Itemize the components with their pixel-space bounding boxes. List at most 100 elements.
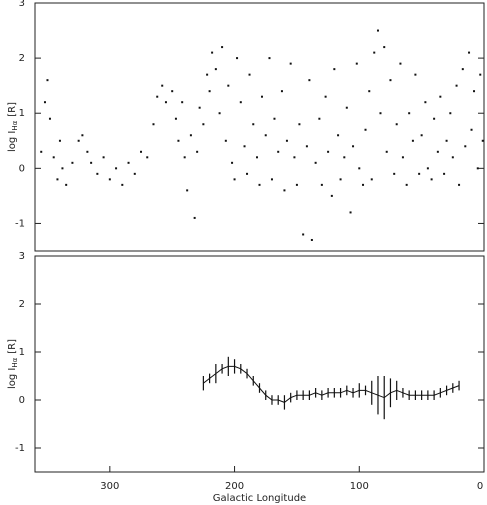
point bbox=[461, 68, 464, 71]
point bbox=[280, 90, 283, 93]
point bbox=[270, 178, 273, 181]
point bbox=[468, 51, 471, 54]
point bbox=[193, 216, 196, 219]
point bbox=[40, 150, 43, 153]
point bbox=[473, 90, 476, 93]
point bbox=[46, 79, 49, 82]
y-axis-label: log IHα [R] bbox=[7, 339, 19, 389]
y-tick-label: 3 bbox=[19, 0, 25, 9]
point bbox=[248, 73, 251, 76]
point bbox=[227, 84, 230, 87]
point bbox=[337, 134, 340, 137]
point bbox=[293, 156, 296, 159]
point bbox=[283, 189, 286, 192]
y-label-sub: Hα bbox=[11, 120, 19, 130]
y-label-main: log I bbox=[7, 131, 18, 152]
point bbox=[77, 139, 80, 142]
point bbox=[318, 117, 321, 120]
point bbox=[408, 112, 411, 115]
point bbox=[115, 167, 118, 170]
point bbox=[295, 183, 298, 186]
point bbox=[395, 123, 398, 126]
point bbox=[455, 84, 458, 87]
point bbox=[343, 156, 346, 159]
point bbox=[273, 117, 276, 120]
point bbox=[252, 123, 255, 126]
y-label-main: log I bbox=[7, 368, 18, 389]
point bbox=[314, 161, 317, 164]
point bbox=[349, 211, 352, 214]
point bbox=[58, 139, 61, 142]
point bbox=[362, 183, 365, 186]
point bbox=[308, 79, 311, 82]
point bbox=[333, 68, 336, 71]
point bbox=[464, 145, 467, 148]
point bbox=[479, 73, 482, 76]
point bbox=[218, 112, 221, 115]
point bbox=[401, 156, 404, 159]
point bbox=[90, 161, 93, 164]
point bbox=[43, 101, 46, 104]
point bbox=[445, 139, 448, 142]
point bbox=[330, 194, 333, 197]
point bbox=[198, 106, 201, 109]
point bbox=[355, 62, 358, 65]
y-label-sub: Hα bbox=[11, 357, 19, 367]
point bbox=[405, 183, 408, 186]
point bbox=[231, 161, 234, 164]
point bbox=[352, 145, 355, 148]
point bbox=[305, 145, 308, 148]
point bbox=[268, 57, 271, 60]
y-tick-label: 3 bbox=[19, 251, 25, 262]
point bbox=[224, 139, 227, 142]
y-tick-label: -1 bbox=[15, 218, 25, 229]
point bbox=[426, 167, 429, 170]
point bbox=[211, 51, 214, 54]
point bbox=[236, 57, 239, 60]
y-label-unit: [R] bbox=[7, 102, 18, 117]
y-tick-label: 1 bbox=[19, 108, 25, 119]
point bbox=[140, 150, 143, 153]
point bbox=[327, 150, 330, 153]
point bbox=[233, 178, 236, 181]
x-tick-label: 0 bbox=[477, 481, 483, 492]
point bbox=[221, 46, 224, 49]
point bbox=[324, 95, 327, 98]
point bbox=[399, 62, 402, 65]
point bbox=[277, 150, 280, 153]
point bbox=[383, 46, 386, 49]
point bbox=[481, 139, 484, 142]
y-tick-label: -1 bbox=[15, 443, 25, 454]
y-tick-label: 1 bbox=[19, 347, 25, 358]
point bbox=[376, 29, 379, 32]
point bbox=[414, 73, 417, 76]
point bbox=[71, 161, 74, 164]
point bbox=[289, 62, 292, 65]
point bbox=[379, 112, 382, 115]
point bbox=[451, 156, 454, 159]
point bbox=[449, 112, 452, 115]
point bbox=[264, 134, 267, 137]
point bbox=[161, 84, 164, 87]
point bbox=[433, 117, 436, 120]
point bbox=[411, 139, 414, 142]
x-tick-label: 300 bbox=[100, 481, 119, 492]
point bbox=[260, 95, 263, 98]
point bbox=[214, 68, 217, 71]
point bbox=[202, 123, 205, 126]
point bbox=[420, 134, 423, 137]
point bbox=[364, 128, 367, 131]
x-axis-label: Galactic Longitude bbox=[213, 493, 306, 504]
y-label-unit: [R] bbox=[7, 339, 18, 354]
point bbox=[439, 95, 442, 98]
point bbox=[239, 101, 242, 104]
point bbox=[339, 178, 342, 181]
point bbox=[189, 134, 192, 137]
point bbox=[61, 167, 64, 170]
point bbox=[121, 183, 124, 186]
x-tick-label: 200 bbox=[225, 481, 244, 492]
point bbox=[345, 106, 348, 109]
x-tick-label: 100 bbox=[350, 481, 369, 492]
point bbox=[177, 139, 180, 142]
point bbox=[358, 167, 361, 170]
